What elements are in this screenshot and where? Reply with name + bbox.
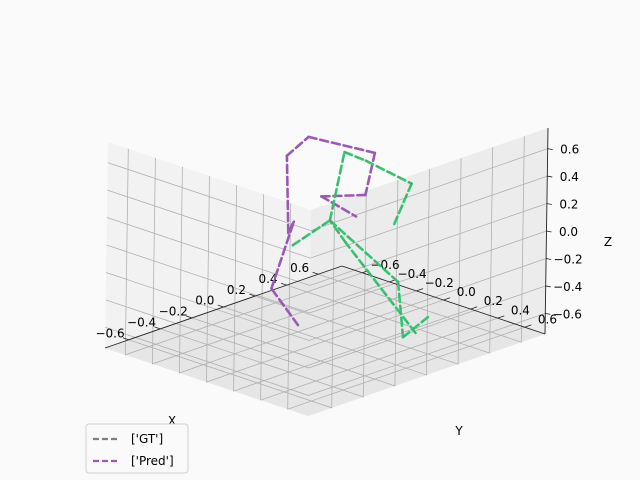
pred-bone [285, 135, 310, 157]
grid-line-y [206, 175, 444, 383]
z-tick-label: 0.6 [560, 143, 579, 157]
z-tick-label: −0.2 [554, 252, 583, 266]
gt-bone-accent [329, 219, 399, 283]
x-tick-label: −0.4 [127, 316, 156, 330]
grid-line-x [191, 179, 399, 387]
z-tick-mark [546, 203, 552, 205]
pred-bone [270, 220, 296, 290]
y-tick-mark [497, 315, 505, 319]
grid-line-y [124, 148, 363, 356]
x-tick-label: 0.6 [290, 261, 309, 275]
x-tick-label: 0.4 [258, 272, 277, 286]
axis-lines [104, 127, 553, 349]
grid-line-z [105, 258, 547, 341]
x-tick-mark [186, 315, 193, 319]
x-tick-mark [122, 337, 129, 341]
pred-bone [364, 151, 377, 197]
x-tick-label: −0.2 [159, 305, 188, 319]
data-series [270, 135, 430, 339]
grid-line-x [160, 190, 367, 398]
gt-bone [396, 280, 405, 339]
legend: ['GT'] ['Pred'] [85, 423, 189, 474]
z-tick-label: −0.6 [553, 307, 582, 321]
legend-label-pred: ['Pred'] [131, 454, 174, 468]
z-tick-mark [547, 148, 553, 150]
pred-bone [270, 287, 300, 327]
z-tick-label: −0.4 [553, 280, 582, 294]
gt-bone-accent [292, 219, 331, 246]
gt-bone-accent [392, 183, 413, 228]
grid-line-z [107, 148, 548, 232]
y-tick-mark [524, 324, 532, 328]
x-axis-label: X [168, 414, 176, 428]
z-axis-label: Z [604, 235, 612, 249]
grid-line-x [254, 158, 462, 365]
z-tick-mark [547, 175, 553, 178]
z-tick-label: 0.2 [559, 198, 578, 212]
gt-bone-accent [343, 151, 367, 162]
z-tick-mark [546, 230, 552, 233]
pred-bone [320, 193, 367, 198]
grid-line-x [318, 136, 525, 343]
x-tick-label: −0.6 [95, 327, 124, 341]
x-tick-mark [312, 271, 319, 275]
grid-line-x [223, 168, 430, 376]
grid-line-y [151, 157, 390, 365]
y-tick-label: 0.6 [538, 312, 557, 326]
y-axis-label: Y [454, 424, 463, 438]
gt-bone-accent [402, 316, 429, 338]
z-tick-label: 0.4 [560, 170, 579, 184]
z-tick-mark [545, 313, 551, 315]
x-tick-mark [217, 304, 224, 308]
gt-bone-accent [329, 219, 347, 244]
pred-bone [307, 135, 377, 155]
y-tick-label: −0.4 [398, 267, 427, 281]
grid-line-y [233, 185, 471, 392]
x-tick-mark [154, 326, 161, 330]
pred-bone [320, 195, 358, 218]
z-tick-mark [545, 285, 551, 288]
grid-line-z [105, 313, 546, 396]
grid-line-y [260, 194, 498, 401]
z-tick-label: 0.0 [559, 225, 578, 239]
x-tick-label: 0.0 [195, 294, 214, 308]
y-tick-label: −0.6 [370, 258, 399, 272]
y-tick-mark [416, 288, 424, 292]
grid-line-z [105, 285, 546, 369]
grid-line-y [287, 203, 525, 410]
tick-labels: −0.6−0.6−0.6−0.4−0.4−0.4−0.2−0.2−0.20.00… [95, 143, 582, 341]
pred-bone [285, 154, 290, 235]
grid-line-y [178, 166, 417, 374]
y-tick-label: −0.2 [425, 276, 454, 290]
y-tick-mark [443, 297, 451, 301]
x-tick-mark [249, 293, 256, 297]
grid-line-z [106, 230, 547, 314]
y-tick-label: 0.0 [457, 285, 476, 299]
z-tick-mark [546, 258, 552, 260]
grid-line-x [286, 147, 494, 354]
grid-line-z [107, 175, 548, 259]
pred-bone [286, 220, 296, 235]
grid-lines [105, 136, 548, 410]
x-tick-mark [280, 282, 287, 286]
gt-bone [344, 241, 417, 335]
y-tick-mark [470, 306, 478, 310]
y-tick-label: 0.2 [484, 294, 503, 308]
gt-bone-accent [329, 151, 346, 221]
y-tick-label: 0.4 [511, 303, 530, 317]
grid-line-z [106, 203, 548, 286]
grid-line-x [128, 201, 336, 409]
gt-bone-accent [365, 160, 413, 185]
legend-label-gt: ['GT'] [131, 432, 163, 446]
x-tick-label: 0.2 [227, 283, 246, 297]
